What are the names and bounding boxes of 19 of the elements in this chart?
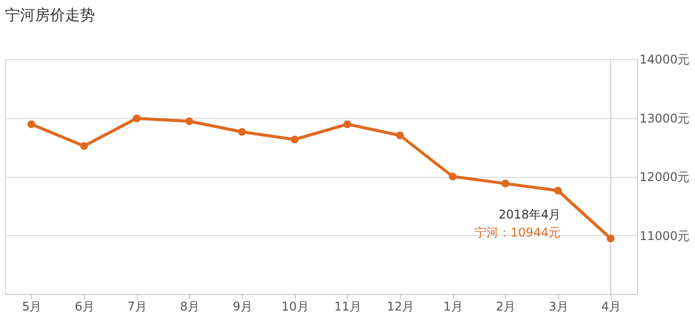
x-tick-label: 10月 bbox=[282, 300, 309, 314]
y-tick-label: 12000元 bbox=[640, 170, 690, 184]
x-tick-label: 6月 bbox=[74, 300, 94, 314]
annotation: 2018年4月 bbox=[498, 208, 561, 222]
x-tick-label: 12月 bbox=[386, 300, 414, 314]
x-tick-label: 3月 bbox=[548, 300, 568, 314]
chart-title: 宁河房价走势 bbox=[5, 6, 95, 24]
x-tick-label: 9月 bbox=[232, 300, 252, 314]
y-tick-label: 14000元 bbox=[640, 52, 690, 66]
annotation: 宁河：10944元 bbox=[474, 226, 561, 240]
x-tick-label: 5月 bbox=[22, 300, 42, 314]
x-tick-label: 8月 bbox=[180, 300, 200, 314]
y-tick-label: 11000元 bbox=[640, 228, 690, 243]
x-tick-label: 1月 bbox=[443, 300, 463, 314]
x-tick-label: 4月 bbox=[601, 300, 621, 314]
x-tick-label: 7月 bbox=[127, 300, 147, 314]
x-tick-label: 2月 bbox=[496, 300, 516, 314]
x-tick-label: 11月 bbox=[334, 300, 362, 314]
y-tick-label: 13000元 bbox=[640, 111, 690, 126]
